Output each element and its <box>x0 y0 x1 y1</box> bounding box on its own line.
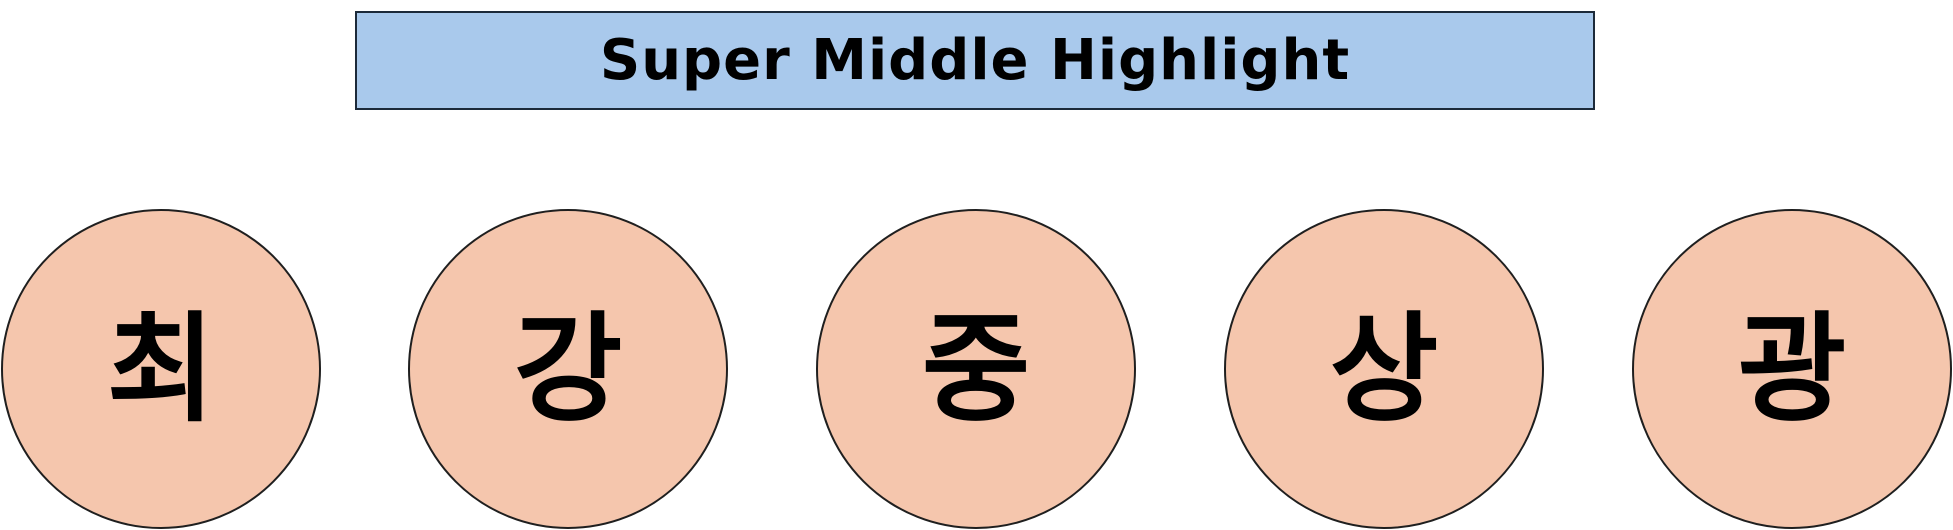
diagram-title: Super Middle Highlight <box>599 28 1351 93</box>
circle-label-1: 최 <box>106 300 216 438</box>
circle-label-5: 광 <box>1737 300 1847 438</box>
circle-label-2: 강 <box>513 300 623 438</box>
circle-node-2: 강 <box>408 209 728 529</box>
title-banner: Super Middle Highlight <box>355 11 1595 110</box>
circle-node-1: 최 <box>1 209 321 529</box>
circle-node-4: 상 <box>1224 209 1544 529</box>
circle-node-5: 광 <box>1632 209 1952 529</box>
circle-label-3: 중 <box>921 300 1031 438</box>
circle-label-4: 상 <box>1329 300 1439 438</box>
circle-node-3: 중 <box>816 209 1136 529</box>
